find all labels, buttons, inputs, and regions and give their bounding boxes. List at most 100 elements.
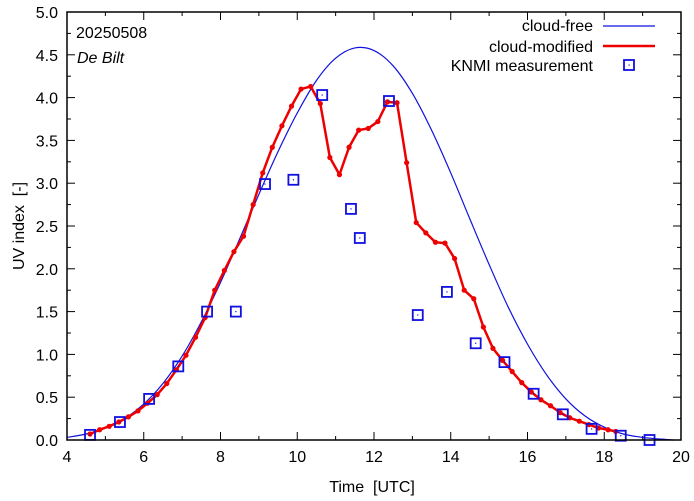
knmi-measurement-point: [383, 95, 395, 107]
legend-swatch-knmi-measurement: [623, 59, 635, 71]
x-axis-label: Time [UTC]: [329, 479, 415, 496]
cloud-modified-point: [250, 202, 256, 208]
knmi-measurement-dot: [264, 183, 266, 185]
annotation-date: 20250508: [76, 25, 147, 42]
cloud-modified-point: [576, 418, 582, 424]
cloud-modified-point: [336, 172, 343, 178]
cloud-modified-point: [365, 125, 371, 132]
knmi-measurement-dot: [503, 361, 506, 363]
cloud-modified-point: [394, 100, 400, 106]
knmi-measurement-point: [229, 305, 242, 318]
knmi-measurement-dot: [235, 311, 237, 313]
cloud-modified-point: [509, 368, 515, 375]
cloud-modified-point: [451, 255, 458, 262]
y-tick-label: 5.0: [36, 5, 58, 22]
knmi-measurement-point: [345, 202, 357, 215]
knmi-measurement-point: [316, 89, 329, 101]
knmi-measurement-dot: [359, 237, 361, 239]
cloud-modified-point: [240, 233, 247, 239]
cloud-free-line: [66, 46, 674, 441]
knmi-measurement-dot: [388, 100, 390, 102]
knmi-measurement-point: [143, 393, 156, 405]
cloud-modified-point: [423, 230, 429, 236]
x-tick-label: 14: [442, 449, 460, 466]
legend-label-cloud-free: cloud-free: [522, 18, 593, 35]
y-axis-label: UV index [-]: [11, 182, 28, 270]
knmi-measurement-point: [287, 173, 300, 186]
knmi-measurement-dot: [475, 342, 477, 344]
knmi-measurement-dot: [562, 413, 564, 415]
annotation-site: De Bilt: [77, 50, 125, 67]
cloud-modified-point: [116, 419, 122, 425]
cloud-modified-point: [538, 397, 544, 403]
cloud-modified-point: [346, 144, 352, 150]
knmi-measurement-point: [556, 408, 569, 421]
cloud-modified-point: [528, 389, 534, 395]
y-tick-label: 4.0: [36, 91, 58, 108]
cloud-modified-point: [135, 408, 141, 414]
cloud-modified-point: [269, 144, 275, 150]
knmi-measurement-point: [498, 356, 511, 369]
cloud-modified-line: [89, 85, 617, 436]
cloud-modified-point: [499, 357, 506, 363]
y-tick-label: 1.5: [36, 305, 58, 322]
knmi-measurement-dot: [590, 428, 593, 430]
cloud-modified-point: [519, 380, 525, 386]
knmi-measurement-dot: [206, 311, 208, 313]
cloud-modified-point: [547, 403, 554, 409]
knmi-measurement-point: [411, 309, 424, 321]
cloud-modified-point: [192, 334, 199, 340]
knmi-measurement-dot: [292, 179, 295, 181]
x-tick-label: 12: [365, 449, 383, 466]
x-tick-label: 20: [672, 449, 690, 466]
cloud-modified-point: [260, 170, 266, 176]
legend: cloud-free cloud-modified KNMI measureme…: [451, 18, 655, 75]
cloud-modified-point: [87, 431, 93, 437]
legend-label-cloud-modified: cloud-modified: [489, 39, 593, 56]
cloud-modified-point: [356, 127, 362, 133]
cloud-modified-point: [490, 345, 496, 352]
knmi-measurement-dot: [446, 291, 448, 293]
y-tick-label: 2.0: [36, 262, 58, 279]
y-tick-label: 3.0: [36, 176, 58, 193]
cloud-modified-point: [298, 86, 304, 92]
series-layer: [66, 46, 674, 446]
knmi-measurement-dot: [417, 314, 419, 316]
cloud-modified-point: [480, 324, 486, 330]
x-tick-label: 10: [288, 449, 306, 466]
legend-label-knmi-measurement: KNMI measurement: [451, 58, 594, 75]
cloud-modified-point: [183, 352, 189, 358]
x-tick-label: 16: [519, 449, 537, 466]
cloud-modified-point: [432, 239, 438, 245]
cloud-modified-point: [154, 392, 160, 398]
cloud-modified-point: [327, 154, 333, 161]
cloud-modified-point: [461, 287, 467, 293]
knmi-measurement-dot: [620, 435, 622, 437]
knmi-measurement-dot: [321, 94, 323, 96]
y-tick-labels: 0.0 0.5 1.0 1.5 2.0 2.5 3.0 3.5 4.0 4.5 5.0: [36, 5, 58, 450]
knmi-measurement-point: [527, 387, 540, 400]
cloud-modified-point: [164, 380, 170, 387]
knmi-measurement-dot: [533, 393, 535, 395]
knmi-measurement-dot: [119, 421, 121, 423]
cloud-modified-point: [471, 296, 477, 302]
cloud-modified-point: [288, 103, 295, 109]
cloud-modified-point: [413, 219, 419, 226]
knmi-measurement-dot: [177, 365, 179, 367]
cloud-modified-point: [221, 267, 227, 274]
cloud-modified-point: [404, 160, 410, 166]
knmi-measurement-point: [201, 305, 213, 318]
cloud-modified-point: [212, 287, 218, 293]
knmi-measurement-point: [585, 422, 598, 435]
knmi-measurement-point: [114, 416, 126, 428]
y-tick-label: 3.5: [36, 133, 58, 150]
knmi-measurement-point: [172, 360, 185, 373]
y-tick-label: 1.0: [36, 347, 58, 364]
y-tick-label: 4.5: [36, 48, 58, 65]
x-tick-label: 4: [63, 449, 72, 466]
cloud-modified-point: [125, 414, 131, 420]
knmi-measurement-dot: [350, 208, 352, 210]
knmi-measurement-point: [469, 337, 482, 350]
cloud-modified-point: [605, 427, 611, 433]
